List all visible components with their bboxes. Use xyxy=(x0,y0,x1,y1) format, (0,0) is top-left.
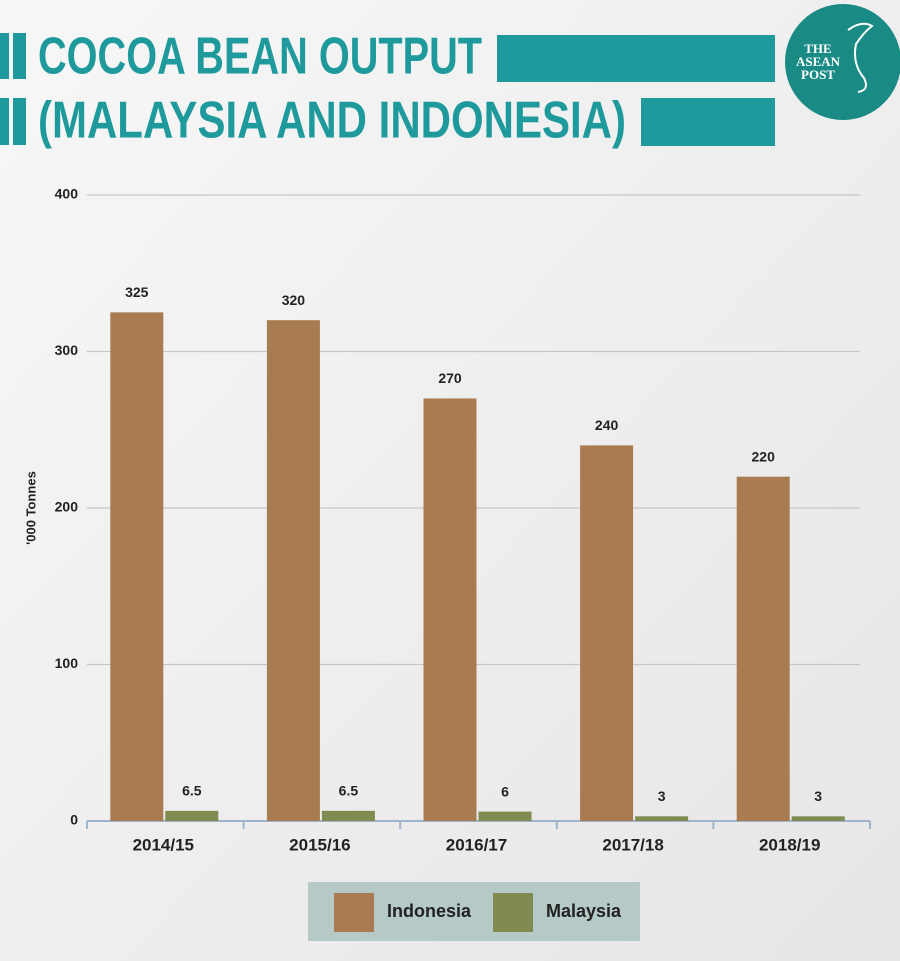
value-label: 325 xyxy=(125,284,149,300)
value-label: 6.5 xyxy=(182,783,202,799)
logo-text: THE xyxy=(804,41,831,56)
value-label: 320 xyxy=(282,292,306,308)
bar xyxy=(478,811,532,821)
value-label: 6.5 xyxy=(339,783,359,799)
y-tick-label: 400 xyxy=(55,186,79,202)
x-tick-label: 2015/16 xyxy=(289,835,350,854)
x-tick-label: 2014/15 xyxy=(133,835,194,854)
y-tick-label: 0 xyxy=(70,812,78,828)
chart-title: (MALAYSIA AND INDONESIA) xyxy=(38,92,626,150)
logo-text: ASEAN xyxy=(796,54,841,69)
value-label: 240 xyxy=(595,417,619,433)
logo-bird xyxy=(847,22,874,93)
y-axis-label: '000 Tonnes xyxy=(23,471,38,545)
legend-swatch xyxy=(493,893,533,932)
bar xyxy=(266,320,320,821)
logo xyxy=(785,4,900,120)
bar xyxy=(635,816,689,821)
title-decoration xyxy=(641,98,775,146)
title-decoration xyxy=(497,35,775,82)
title-decoration xyxy=(13,33,26,79)
bar xyxy=(791,816,845,821)
x-tick-label: 2017/18 xyxy=(602,835,663,854)
logo-text: POST xyxy=(801,67,835,82)
value-label: 3 xyxy=(814,788,822,804)
y-tick-label: 100 xyxy=(55,655,79,671)
bar xyxy=(110,312,164,821)
value-label: 220 xyxy=(752,448,776,464)
y-tick-label: 200 xyxy=(55,499,79,515)
x-tick-label: 2018/19 xyxy=(759,835,820,854)
title-decoration xyxy=(0,98,9,145)
title-decoration xyxy=(0,33,9,79)
value-label: 270 xyxy=(438,370,462,386)
legend-swatch xyxy=(334,893,374,932)
bar xyxy=(580,445,634,821)
legend-label: Indonesia xyxy=(387,901,472,921)
bar xyxy=(423,398,477,821)
bar xyxy=(165,810,219,821)
value-label: 3 xyxy=(658,788,666,804)
chart-title: COCOA BEAN OUTPUT xyxy=(38,28,482,86)
y-tick-label: 300 xyxy=(55,342,79,358)
bar xyxy=(736,476,790,821)
value-label: 6 xyxy=(501,783,509,799)
title-decoration xyxy=(13,98,26,145)
bar xyxy=(321,810,375,821)
legend-label: Malaysia xyxy=(546,901,622,921)
x-tick-label: 2016/17 xyxy=(446,835,507,854)
